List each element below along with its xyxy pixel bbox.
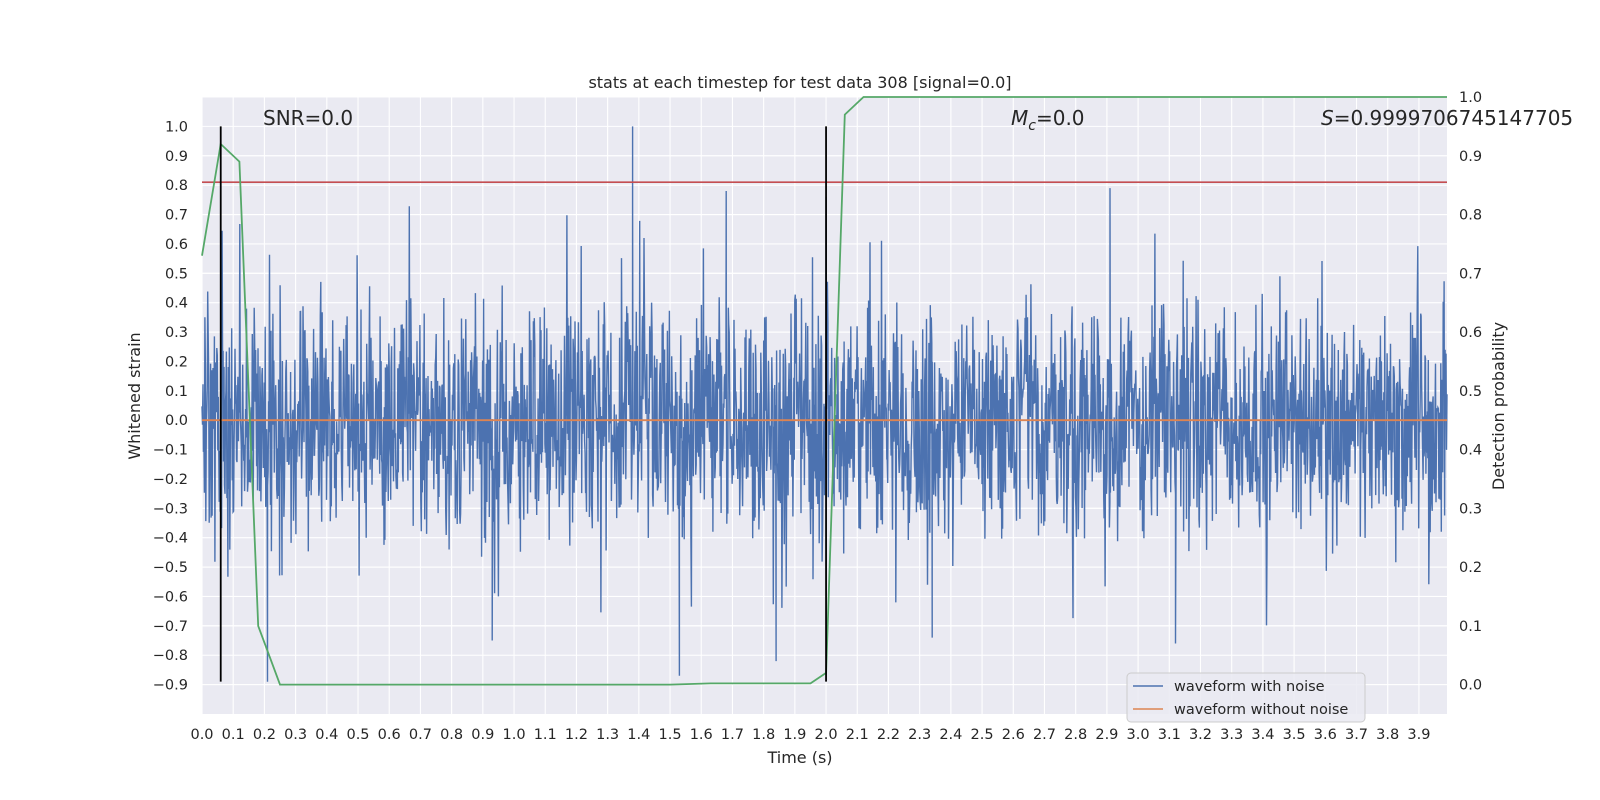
x-axis-label: Time (s) bbox=[766, 748, 832, 767]
y-tick-label: −0.2 bbox=[153, 472, 188, 488]
x-tick-label: 3.7 bbox=[1345, 727, 1368, 743]
y-right-tick-label: 0.4 bbox=[1459, 443, 1482, 459]
y-tick-label: 0.8 bbox=[165, 178, 188, 194]
snr-annotation: SNR=0.0 bbox=[263, 106, 353, 130]
x-tick-label: 2.8 bbox=[1064, 727, 1087, 743]
y-right-axis-label: Detection probability bbox=[1489, 322, 1508, 490]
x-tick-label: 3.3 bbox=[1220, 727, 1243, 743]
x-tick-label: 2.0 bbox=[815, 727, 838, 743]
x-tick-label: 2.9 bbox=[1095, 727, 1118, 743]
x-tick-label: 3.1 bbox=[1158, 727, 1181, 743]
x-tick-label: 2.3 bbox=[908, 727, 931, 743]
x-tick-label: 2.2 bbox=[877, 727, 900, 743]
x-tick-label: 0.5 bbox=[346, 727, 369, 743]
y-tick-label: −0.8 bbox=[153, 648, 188, 664]
x-tick-label: 0.6 bbox=[378, 727, 401, 743]
y-tick-label: −0.5 bbox=[153, 560, 188, 576]
y-tick-label: −0.4 bbox=[153, 531, 188, 547]
y-tick-label: 1.0 bbox=[165, 119, 188, 135]
x-tick-label: 1.6 bbox=[690, 727, 713, 743]
x-tick-label: 1.8 bbox=[752, 727, 775, 743]
legend-label-waveform-without-noise: waveform without noise bbox=[1174, 702, 1348, 718]
y-right-tick-label: 1.0 bbox=[1459, 90, 1482, 106]
y-tick-label: 0.2 bbox=[165, 354, 188, 370]
x-tick-label: 1.2 bbox=[565, 727, 588, 743]
s-symbol: S bbox=[1321, 106, 1334, 130]
x-tick-label: 2.6 bbox=[1002, 727, 1025, 743]
y-right-tick-label: 0.6 bbox=[1459, 325, 1482, 341]
x-tick-label: 2.4 bbox=[939, 727, 962, 743]
chart-title: stats at each timestep for test data 308… bbox=[588, 73, 1011, 92]
x-tick-label: 2.5 bbox=[971, 727, 994, 743]
y-tick-label: 0.6 bbox=[165, 237, 188, 253]
y-right-tick-label: 0.7 bbox=[1459, 266, 1482, 282]
x-tick-label: 1.5 bbox=[659, 727, 682, 743]
mc-symbol: M bbox=[1011, 106, 1028, 130]
y-right-tick-label: 0.8 bbox=[1459, 208, 1482, 224]
x-tick-label: 1.4 bbox=[627, 727, 650, 743]
x-tick-label: 3.5 bbox=[1283, 727, 1306, 743]
y-tick-label: 0.1 bbox=[165, 384, 188, 400]
y-right-tick-label: 0.5 bbox=[1459, 384, 1482, 400]
y-right-tick-label: 0.2 bbox=[1459, 560, 1482, 576]
mc-value: =0.0 bbox=[1036, 106, 1085, 130]
y-right-tick-label: 0.3 bbox=[1459, 501, 1482, 517]
x-tick-label: 3.8 bbox=[1376, 727, 1399, 743]
x-tick-label: 1.9 bbox=[783, 727, 806, 743]
legend: waveform with noise waveform without noi… bbox=[1126, 672, 1366, 723]
x-tick-label: 1.1 bbox=[534, 727, 557, 743]
x-tick-label: 3.6 bbox=[1314, 727, 1337, 743]
x-tick-label: 3.0 bbox=[1127, 727, 1150, 743]
mc-annotation: Mc=0.0 bbox=[1011, 106, 1085, 134]
x-tick-label: 0.9 bbox=[471, 727, 494, 743]
series-detection-probability bbox=[201, 96, 1447, 686]
legend-box bbox=[1126, 672, 1366, 723]
x-tick-label: 0.1 bbox=[222, 727, 245, 743]
x-tick-label: 2.1 bbox=[846, 727, 869, 743]
y-tick-label: 0.9 bbox=[165, 149, 188, 165]
x-tick-label: 3.4 bbox=[1251, 727, 1274, 743]
s-value: =0.9999706745147705 bbox=[1334, 106, 1573, 130]
detection-probability-line bbox=[201, 96, 1447, 686]
y-axis-ticks: 1.0 0.9 0.8 0.7 0.6 0.5 0.4 0.3 0.2 0.1 0.0 −0.1 −0.… bbox=[153, 119, 188, 693]
x-tick-label: 2.7 bbox=[1033, 727, 1056, 743]
x-tick-label: 1.7 bbox=[721, 727, 744, 743]
legend-label-waveform-with-noise: waveform with noise bbox=[1174, 679, 1325, 695]
x-tick-label: 3.2 bbox=[1189, 727, 1212, 743]
y-tick-label: −0.9 bbox=[153, 678, 188, 694]
y-tick-label: −0.1 bbox=[153, 443, 188, 459]
x-tick-label: 0.0 bbox=[190, 727, 213, 743]
y-right-tick-label: 0.1 bbox=[1459, 619, 1482, 635]
x-tick-label: 1.3 bbox=[596, 727, 619, 743]
y-right-tick-label: 0.0 bbox=[1459, 678, 1482, 694]
x-axis-ticks: 0.0 0.1 0.2 0.3 0.4 0.5 0.6 0.7 0.8 0.9 1.0 1.1 1.2 1… bbox=[190, 727, 1430, 743]
x-tick-label: 1.0 bbox=[502, 727, 525, 743]
y-tick-label: 0.3 bbox=[165, 325, 188, 341]
vertical-markers bbox=[219, 126, 827, 682]
x-tick-label: 3.9 bbox=[1407, 727, 1430, 743]
x-tick-label: 0.2 bbox=[253, 727, 276, 743]
waveform-with-noise-line bbox=[201, 126, 1448, 682]
y-tick-label: 0.0 bbox=[165, 413, 188, 429]
series-waveform-with-noise bbox=[201, 126, 1448, 682]
y-tick-label: −0.6 bbox=[153, 589, 188, 605]
x-tick-label: 0.3 bbox=[284, 727, 307, 743]
y-tick-label: −0.3 bbox=[153, 501, 188, 517]
x-tick-label: 0.4 bbox=[315, 727, 338, 743]
y-axis-label: Whitened strain bbox=[125, 332, 144, 459]
y-tick-label: 0.5 bbox=[165, 266, 188, 282]
y-right-axis-ticks: 1.0 0.9 0.8 0.7 0.6 0.5 0.4 0.3 0.2 0.1 0.0 bbox=[1459, 90, 1482, 694]
y-right-tick-label: 0.9 bbox=[1459, 149, 1482, 165]
x-tick-label: 0.8 bbox=[440, 727, 463, 743]
s-annotation: S=0.9999706745147705 bbox=[1321, 106, 1573, 130]
x-tick-label: 0.7 bbox=[409, 727, 432, 743]
y-tick-label: −0.7 bbox=[153, 619, 188, 635]
mc-subscript: c bbox=[1028, 118, 1036, 134]
y-tick-label: 0.4 bbox=[165, 296, 188, 312]
y-tick-label: 0.7 bbox=[165, 208, 188, 224]
